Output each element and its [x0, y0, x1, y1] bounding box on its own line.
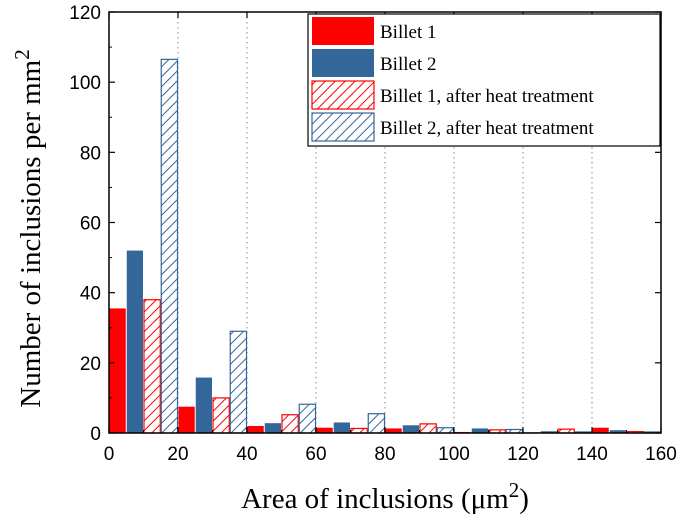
bar-3-bin-1 [143, 299, 161, 434]
legend-swatch-4 [311, 112, 375, 142]
x-tick-label: 100 [438, 444, 470, 465]
y-tick-label: 40 [80, 284, 101, 305]
x-tick-label: 60 [305, 444, 326, 465]
bar-4-bin-3 [298, 403, 317, 434]
legend-label-4: Billet 2, after heat treatment [380, 118, 594, 139]
y-tick-label: 80 [80, 143, 101, 164]
bar-3-bin-3 [281, 414, 299, 434]
bar-3-bin-5 [419, 423, 437, 434]
bar-4-bin-1 [160, 58, 179, 434]
bar-2-bin-5 [402, 425, 419, 433]
y-tick-label: 0 [90, 424, 101, 445]
y-tick-label: 100 [69, 73, 101, 94]
x-axis-title-sup: 2 [509, 478, 520, 502]
y-tick-label: 60 [80, 214, 101, 235]
bar-2-bin-4 [333, 422, 350, 433]
bar-1-bin-3 [247, 425, 264, 433]
legend-label-1: Billet 1 [380, 22, 436, 43]
legend: Billet 1 Billet 2 Billet 1, after heat tre… [307, 13, 661, 147]
x-axis-title-main: Area of inclusions (μm [241, 483, 509, 515]
legend-label-2: Billet 2 [380, 54, 436, 75]
bar-2-bin-6 [471, 428, 488, 433]
bar-3-bin-2 [212, 397, 230, 434]
y-axis-title: Number of inclusions per mm2 [10, 49, 47, 407]
x-tick-label: 80 [374, 444, 395, 465]
legend-label-3: Billet 1, after heat treatment [380, 86, 594, 107]
bar-2-bin-7 [540, 431, 557, 433]
x-tick-label: 140 [576, 444, 608, 465]
x-axis-title-close: ) [519, 483, 529, 515]
x-tick-label: 160 [645, 444, 677, 465]
bar-1-bin-2 [178, 406, 195, 433]
bar-2-bin-2 [195, 377, 212, 433]
bar-2-bin-8 [609, 430, 626, 433]
bar-2-bin-1 [126, 250, 143, 433]
bar-1-bin-1 [109, 308, 126, 433]
axis-ticks: 0 20 40 60 80 100 120 140 160 0 20 40 60 80 100 120 [69, 3, 677, 465]
bar-1-bin-8 [592, 427, 609, 433]
bar-1-bin-4 [316, 427, 333, 433]
y-axis-title-sup: 2 [10, 49, 34, 60]
legend-swatch-2 [312, 49, 374, 77]
bar-4-bin-5 [436, 427, 455, 434]
y-tick-label: 20 [80, 354, 101, 375]
y-tick-label: 120 [69, 3, 101, 24]
bar-2-bin-3 [264, 423, 281, 433]
legend-swatch-1 [312, 17, 374, 45]
y-axis-title-main: Number of inclusions per mm [15, 59, 47, 407]
x-axis-title: Area of inclusions (μm2) [241, 478, 529, 515]
x-tick-label: 120 [507, 444, 539, 465]
bar-4-bin-2 [229, 330, 248, 434]
bar-4-bin-4 [367, 413, 386, 434]
x-tick-label: 0 [104, 444, 115, 465]
x-tick-label: 20 [167, 444, 188, 465]
legend-swatch-3 [311, 80, 375, 110]
bar-1-bin-5 [385, 428, 402, 433]
x-tick-label: 40 [236, 444, 257, 465]
